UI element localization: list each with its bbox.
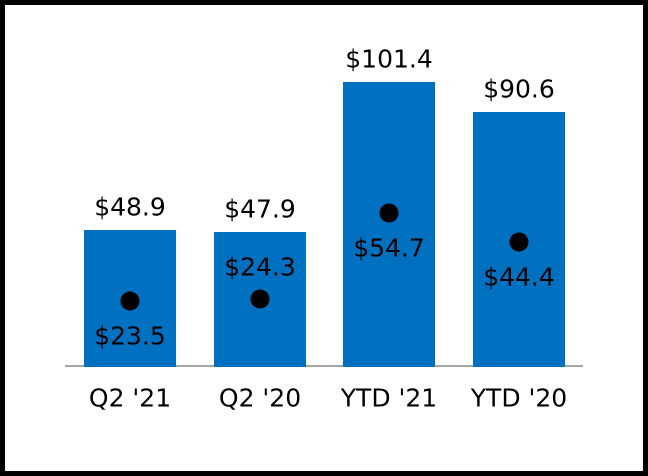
bar-value-label: $90.6 [483, 74, 555, 104]
category-label: Q2 '20 [218, 383, 302, 413]
category-label: YTD '21 [340, 383, 438, 413]
x-axis-line [65, 365, 583, 367]
bar-chart-plot-area: $48.9 $23.5 Q2 '21 $47.9 $24.3 Q2 '20 $101.4 $5… [5, 5, 643, 471]
dot-value-label: $44.4 [483, 262, 555, 292]
dot-value-label: $23.5 [94, 321, 166, 351]
dot-value-label: $24.3 [224, 252, 296, 282]
dot-marker [509, 232, 529, 252]
category-label: Q2 '21 [88, 383, 172, 413]
dot-marker [250, 289, 270, 309]
dot-marker [379, 203, 399, 223]
bar-value-label: $48.9 [94, 192, 166, 222]
category-label: YTD '20 [470, 383, 568, 413]
bar-value-label: $101.4 [345, 44, 433, 74]
bar-value-label: $47.9 [224, 194, 296, 224]
bar [343, 82, 435, 367]
dot-value-label: $54.7 [353, 233, 425, 263]
dot-marker [120, 291, 140, 311]
